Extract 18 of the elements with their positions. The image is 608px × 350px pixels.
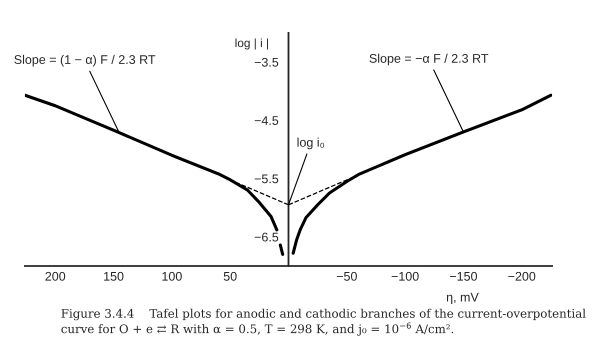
y-tick-label: −6.5 xyxy=(254,232,278,242)
x-tick-label: −100 xyxy=(392,272,419,281)
annotation: Slope = −α F / 2.3 RT xyxy=(369,54,488,66)
y-tick-label: −4.5 xyxy=(254,116,278,125)
caption: Figure 3.4.4 Tafel plots for anodic and cathodic branches of the current-overpotential curve for O + e ⇄ R with α = 0.5, T = 298 K, and j₀ = 10$^{−6}$ A/cm². xyxy=(61,308,586,336)
y-tick-label: −5.5 xyxy=(254,174,278,184)
x-tick-label: −150 xyxy=(450,272,478,281)
x-tick-label: 50 xyxy=(224,272,237,281)
x-tick-label: −200 xyxy=(508,272,536,281)
x-tick-label: −50 xyxy=(336,272,357,281)
x-axis-title: η, mV xyxy=(446,292,479,304)
x-tick-label: 100 xyxy=(162,272,182,281)
y-tick-label: −3.5 xyxy=(254,58,278,67)
annotation: Slope = (1 − α) F / 2.3 RT xyxy=(14,54,156,66)
annotation: log i₀ xyxy=(298,138,324,150)
x-tick-label: 200 xyxy=(45,272,66,281)
y-axis-title: log | i | xyxy=(235,38,268,50)
x-tick-label: 150 xyxy=(104,272,124,281)
